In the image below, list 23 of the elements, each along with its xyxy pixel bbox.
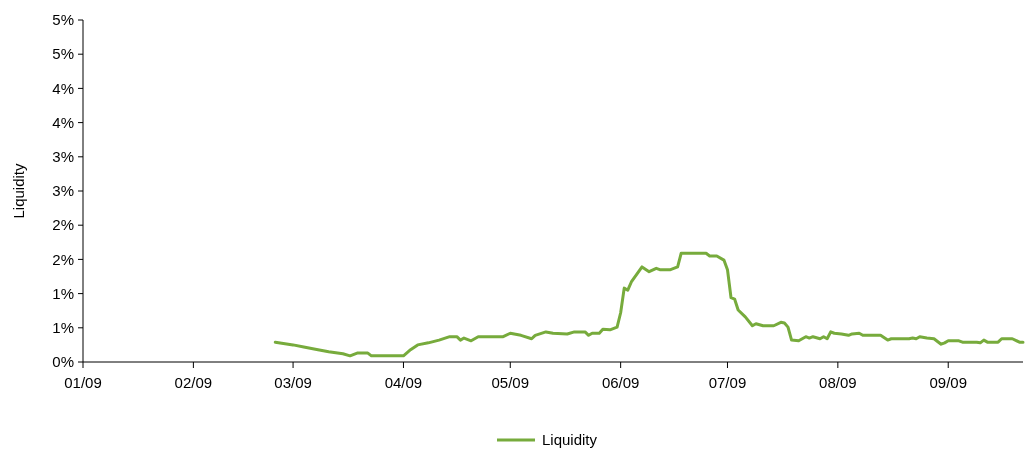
y-tick-label: 1% (52, 319, 74, 337)
y-tick-label: 2% (52, 216, 74, 234)
y-tick-label: 0% (52, 353, 74, 371)
y-tick-label: 4% (52, 113, 74, 131)
x-tick-label: 02/09 (174, 374, 213, 391)
x-tick-label: 01/09 (64, 374, 102, 391)
x-tick-label: 09/09 (929, 374, 967, 391)
y-axis-title: Liquidity (10, 162, 27, 219)
y-tick-label: 3% (52, 148, 74, 166)
legend-label: Liquidity (542, 431, 598, 449)
y-tick-label: 1% (52, 284, 74, 302)
y-tick-label: 4% (52, 79, 74, 97)
y-tick-label: 3% (52, 182, 74, 200)
y-tick-label: 5% (52, 45, 74, 63)
line-series (273, 251, 1025, 358)
x-tick-label: 07/09 (708, 374, 747, 391)
y-tick-label: 5% (52, 11, 74, 29)
y-tick-label: 2% (52, 250, 74, 268)
x-tick-label: 08/09 (819, 374, 857, 391)
x-tick-label: 06/09 (601, 374, 640, 391)
x-tick-label: 05/09 (491, 374, 530, 391)
x-tick-label: 03/09 (274, 374, 312, 391)
x-tick-label: 04/09 (384, 374, 423, 391)
